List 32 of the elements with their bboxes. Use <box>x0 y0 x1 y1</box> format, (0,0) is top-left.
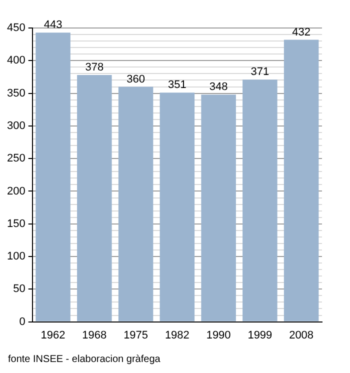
data-label: 443 <box>44 19 62 32</box>
y-tick-label: 50 <box>13 283 26 296</box>
bar <box>284 40 319 322</box>
y-tick-label: 0 <box>19 316 26 328</box>
y-tick-label: 100 <box>6 250 26 263</box>
data-label: 348 <box>209 81 228 94</box>
data-label: 360 <box>126 73 145 86</box>
bar <box>201 94 236 322</box>
bar <box>118 86 154 322</box>
x-tick-label: 2008 <box>289 329 314 342</box>
x-tick-label: 1999 <box>248 329 272 342</box>
y-tick-label: 400 <box>6 54 26 67</box>
source-note: fonte INSEE - elaboracion gràfega <box>8 354 160 365</box>
x-tick-label: 1962 <box>40 329 66 342</box>
x-tick-label: 1975 <box>124 329 148 342</box>
x-tick-label: 1990 <box>206 329 231 342</box>
x-tick-label: 1982 <box>164 329 190 342</box>
data-label: 432 <box>292 26 310 38</box>
y-tick-label: 150 <box>6 218 26 230</box>
data-label: 378 <box>85 62 104 74</box>
data-label: 351 <box>168 79 186 92</box>
y-tick-label: 250 <box>6 152 26 165</box>
bar <box>242 80 278 322</box>
bar <box>36 32 70 322</box>
y-tick-label: 350 <box>6 87 26 100</box>
data-label: 371 <box>250 66 270 78</box>
y-tick-label: 300 <box>6 120 26 132</box>
x-tick-label: 1968 <box>82 329 107 342</box>
bar <box>160 92 195 322</box>
y-tick-label: 450 <box>6 22 26 34</box>
bar <box>77 75 112 322</box>
y-tick-label: 200 <box>6 185 26 198</box>
